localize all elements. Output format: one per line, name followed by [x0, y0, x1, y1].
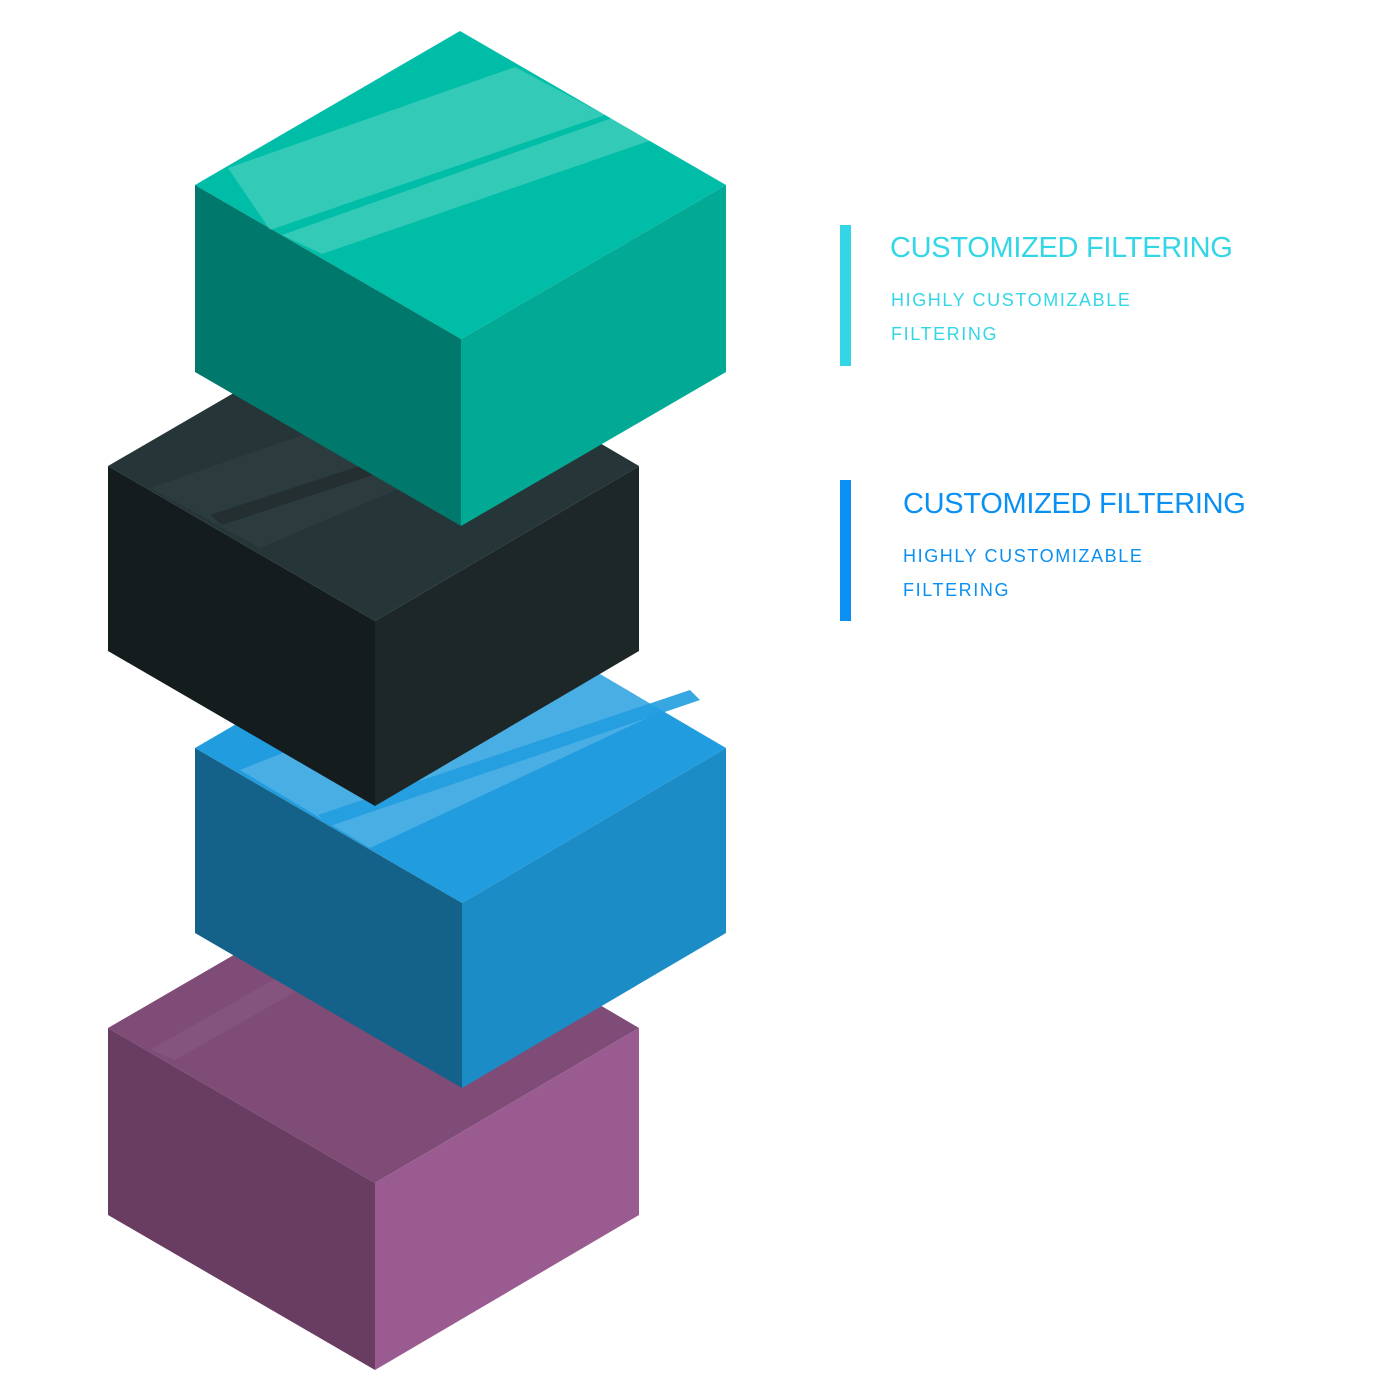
purple-box-right-face [375, 1028, 639, 1370]
teal-box-shine-lower [282, 118, 652, 254]
black-box-right-face [375, 466, 639, 806]
feature-1-accent-bar [840, 225, 851, 366]
feature-2-description: HIGHLY CUSTOMIZABLE FILTERING [903, 546, 1144, 600]
teal-box-top-face [195, 31, 726, 339]
feature-2-accent-bar [840, 480, 851, 621]
feature-1-title: CUSTOMIZED FILTERING [890, 232, 1233, 264]
teal-box-left-face [195, 185, 461, 526]
teal-box [195, 31, 726, 526]
blue-box-right-face [462, 748, 726, 1088]
teal-box-right-face [461, 185, 726, 526]
teal-box-shine-upper [228, 67, 605, 230]
blue-box-left-face [195, 748, 462, 1088]
feature-2-title: CUSTOMIZED FILTERING [903, 488, 1246, 520]
black-box-left-face [108, 466, 375, 806]
blue-box-shine-line [318, 690, 700, 826]
purple-box-left-face [108, 1028, 375, 1370]
feature-1-description: HIGHLY CUSTOMIZABLE FILTERING [891, 290, 1132, 344]
